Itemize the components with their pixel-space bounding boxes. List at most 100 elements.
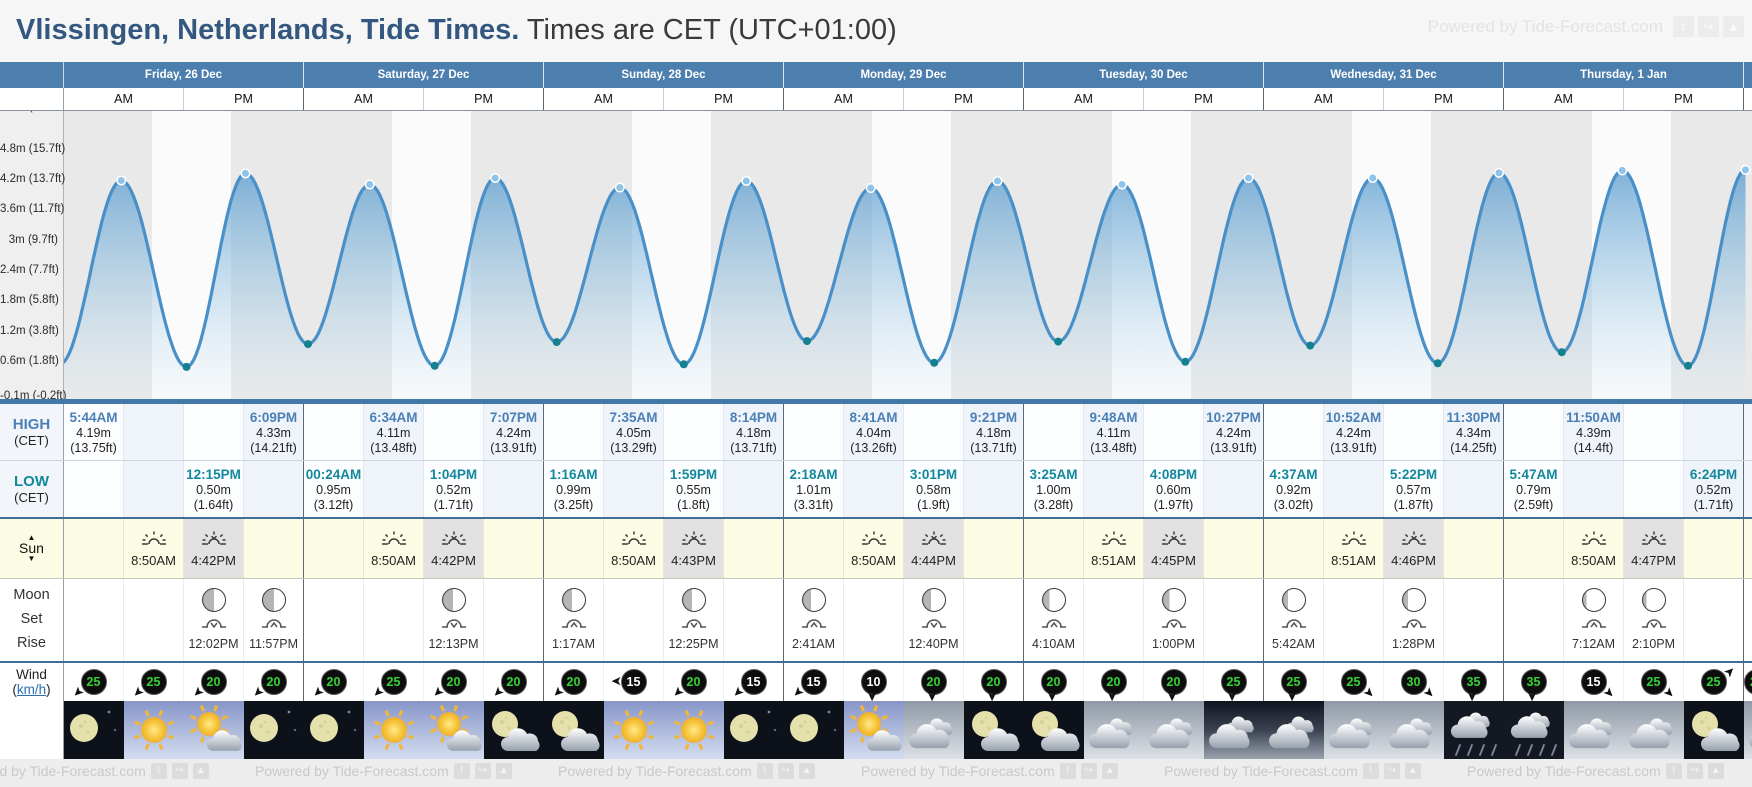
twitter-icon[interactable]: t <box>1673 16 1694 37</box>
twitter-icon[interactable]: t <box>1665 763 1682 779</box>
moon-rise-icon <box>561 619 586 628</box>
sunrise-cell: 8:51AM <box>1084 519 1144 578</box>
rss-icon[interactable]: ▲ <box>192 763 209 779</box>
wind-speed-circle: 25 <box>140 669 167 695</box>
moon-set-arc <box>201 615 227 634</box>
tide-cell: 5:22PM 0.57m (1.87ft) <box>1384 461 1444 517</box>
share-icon[interactable]: ↪ <box>777 763 794 779</box>
ampm-label: PM <box>1434 92 1453 106</box>
sunrise-icon-wrap <box>381 530 407 551</box>
wind-indicator: 35 ➤ <box>1460 669 1487 702</box>
tide-chart: 5.4m (17.7ft)4.8m (15.7ft)4.2m (13.7ft)3… <box>0 106 1752 404</box>
moon-cell: 2:41AM <box>784 579 844 661</box>
sunrise-time: 8:50AM <box>851 552 896 568</box>
tide-cell: 1:59PM 0.55m (1.8ft) <box>664 461 724 517</box>
wind-cell: 20 ➤ <box>184 663 244 702</box>
tide-cell <box>64 461 124 517</box>
moon-phase-icon <box>1581 588 1606 612</box>
wind-speed-circle: 20 <box>980 669 1007 695</box>
weather-icon-sunny <box>603 701 664 759</box>
tide-height-ft: (1.8ft) <box>677 497 710 512</box>
sun-empty-cell <box>484 519 543 578</box>
twitter-icon[interactable]: t <box>1362 763 1379 779</box>
rss-icon[interactable]: ▲ <box>495 763 512 779</box>
share-icon[interactable]: ↪ <box>474 763 491 779</box>
y-axis-tick: 2.4m (7.7ft) <box>0 263 59 276</box>
day-column: 25 ➤ 25 ➤ 30 ➤ 35 ➤ <box>1264 663 1504 702</box>
moon-cell: 2:10PM <box>1624 579 1684 661</box>
tide-height-ft: (13.48ft) <box>1090 440 1137 455</box>
low-tide-time: 1:16AM <box>549 466 598 482</box>
weather-icon-moon-cloud <box>1023 701 1084 759</box>
ampm-cell: PM <box>424 88 543 110</box>
tide-height-ft: (13.91ft) <box>1330 440 1377 455</box>
tide-height-m: 0.92m <box>1276 482 1311 497</box>
high-tide-time: 6:09PM <box>249 409 298 425</box>
day-column: 8:41AM 4.04m (13.26ft) 9:21PM 4.18m (13.71ft) <box>784 404 1024 460</box>
tide-height-m: 0.52m <box>436 482 471 497</box>
moon-set-arc <box>1401 615 1427 634</box>
day-header-label: Sunday, 28 Dec <box>621 69 706 81</box>
tide-height-m: 4.39m <box>1576 425 1611 440</box>
share-icon[interactable]: ↪ <box>1686 763 1703 779</box>
moon-set-arc <box>921 615 947 634</box>
wind-unit-link[interactable]: km/h <box>16 682 47 697</box>
tide-cell <box>484 461 543 517</box>
ampm-cell: AM <box>1504 88 1624 110</box>
sun-empty-cell <box>1504 519 1564 578</box>
sunset-cell: 4:46PM <box>1384 519 1444 578</box>
twitter-icon[interactable]: t <box>453 763 470 779</box>
sunrise-time: 8:50AM <box>371 552 416 568</box>
share-icon[interactable]: ↪ <box>1080 763 1097 779</box>
sunset-time: 4:44PM <box>911 552 956 568</box>
day-column: AM PM <box>304 88 544 110</box>
tide-height-ft: (1.9ft) <box>917 497 950 512</box>
day-header-label: Tuesday, 30 Dec <box>1099 69 1188 81</box>
weather-icon-cloudy <box>1323 701 1384 759</box>
rss-icon[interactable]: ▲ <box>1707 763 1724 779</box>
moon-phase-icon <box>921 588 946 612</box>
high-tide-dot <box>364 179 375 190</box>
twitter-icon[interactable]: t <box>756 763 773 779</box>
tide-cell <box>784 404 844 460</box>
rss-icon[interactable]: ▲ <box>1723 16 1744 37</box>
sunset-icon-wrap <box>441 530 467 551</box>
sunset-icon <box>681 531 706 545</box>
wind-speed-circle: 20 <box>1100 669 1127 695</box>
tide-height-ft: (3.28ft) <box>1033 497 1074 512</box>
sunset-cell: 4:44PM <box>904 519 964 578</box>
sunrise-time: 8:51AM <box>1331 552 1376 568</box>
wind-cell: 25 ➤ <box>124 663 184 702</box>
moon-cell: 1:17AM <box>544 579 604 661</box>
low-tide-dot <box>1054 337 1063 346</box>
tide-height-ft: (2.59ft) <box>1513 497 1554 512</box>
wind-indicator: 25 ➤ <box>369 669 407 702</box>
wind-speed-circle: 20 <box>320 669 347 695</box>
tide-height-ft: (3.31ft) <box>793 497 834 512</box>
tide-height-m: 0.57m <box>1396 482 1431 497</box>
day-column: 12:02PM 11:57PM <box>64 579 304 661</box>
sunrise-icon-wrap <box>621 530 647 551</box>
weather-icon-sunny <box>663 701 724 759</box>
rss-icon[interactable]: ▲ <box>1404 763 1421 779</box>
rss-icon[interactable]: ▲ <box>1101 763 1118 779</box>
wind-speed-circle: 20 <box>1160 669 1187 695</box>
share-icon[interactable]: ↪ <box>1383 763 1400 779</box>
rss-icon[interactable]: ▲ <box>798 763 815 779</box>
wind-cell: 20 ➤ <box>664 663 724 702</box>
weather-icon-sun-cloud <box>843 701 904 759</box>
twitter-icon[interactable]: t <box>150 763 167 779</box>
moon-row-title: Moon <box>13 587 50 603</box>
share-icon[interactable]: ↪ <box>1698 16 1719 37</box>
wind-speed-circle: 20 <box>500 669 527 695</box>
day-column: Thursday, 1 Jan <box>1504 62 1744 88</box>
tide-cell: 7:35AM 4.05m (13.29ft) <box>604 404 664 460</box>
share-icon[interactable]: ↪ <box>171 763 188 779</box>
twitter-icon[interactable]: t <box>1059 763 1076 779</box>
sunset-icon <box>1161 531 1186 545</box>
day-column: 25 ➤ 25 ➤ 20 ➤ 20 ➤ <box>64 663 304 702</box>
tide-height-m: 0.95m <box>316 482 351 497</box>
low-tide-dot <box>1306 341 1315 350</box>
